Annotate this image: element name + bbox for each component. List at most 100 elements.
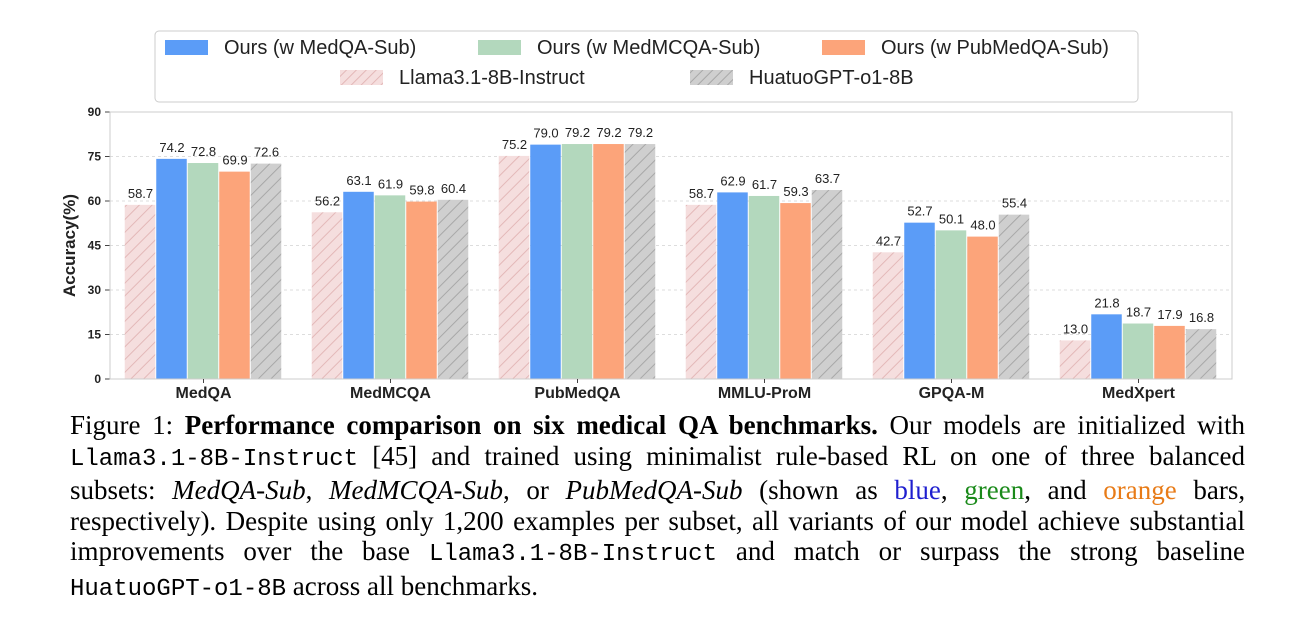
- y-tick-label: 45: [88, 239, 102, 253]
- bar-value-label: 60.4: [441, 181, 466, 196]
- bar-medmcqa-series-2: [374, 195, 406, 379]
- caption-text-1: Our models are initialized with: [889, 410, 1246, 440]
- bar-value-label: 13.0: [1063, 321, 1088, 336]
- bar-medmcqa-series-0: [311, 212, 343, 379]
- bar-value-label: 18.7: [1126, 305, 1151, 320]
- caption-model-llama: Llama3.1-8B-Instruct: [70, 445, 359, 473]
- legend-label: Ours (w MedMCQA-Sub): [537, 37, 760, 59]
- legend-box: [154, 30, 1139, 103]
- bar-medxpert-series-3: [1154, 325, 1185, 379]
- bar-mmlu-prom-series-4: [811, 190, 843, 379]
- bar-medxpert-series-0: [1059, 340, 1091, 379]
- legend-swatch: [165, 40, 208, 55]
- caption-figure-label: Figure 1:: [70, 410, 174, 440]
- bar-value-label: 61.9: [378, 176, 403, 191]
- bar-medmcqa-series-4: [437, 199, 469, 379]
- caption-title: Performance comparison on six medical QA…: [184, 410, 878, 440]
- x-tick-label: MedMCQA: [350, 385, 431, 402]
- x-tick-label: MedXpert: [1102, 385, 1176, 402]
- bar-medmcqa-series-1: [343, 191, 374, 379]
- bar-gpqa-m-series-4: [998, 214, 1030, 379]
- caption-subset-medqa: MedQA-Sub: [172, 475, 306, 505]
- caption-model-llama-2: Llama3.1-8B-Instruct: [428, 541, 717, 568]
- bar-medqa-series-0: [124, 204, 156, 379]
- bar-value-label: 75.2: [502, 137, 527, 152]
- bar-value-label: 79.2: [565, 125, 590, 140]
- y-tick-label: 60: [88, 194, 102, 208]
- bar-mmlu-prom-series-1: [717, 192, 748, 379]
- bar-gpqa-m-series-2: [935, 230, 967, 379]
- bar-value-label: 79.0: [533, 126, 558, 141]
- bar-pubmedqa-series-1: [530, 144, 561, 379]
- legend-swatch: [822, 40, 865, 55]
- bar-value-label: 42.7: [876, 233, 901, 248]
- x-tick-label: MedQA: [176, 385, 232, 402]
- legend-label: Ours (w MedQA-Sub): [224, 37, 416, 59]
- y-axis-label: Accuracy(%): [60, 194, 79, 297]
- bar-value-label: 63.1: [346, 173, 371, 188]
- bar-value-label: 63.7: [815, 171, 840, 186]
- bar-pubmedqa-series-2: [561, 144, 593, 379]
- bar-value-label: 61.7: [752, 177, 777, 192]
- bar-value-label: 16.8: [1189, 310, 1214, 325]
- bar-medxpert-series-1: [1091, 314, 1122, 379]
- caption-color-orange: orange: [1103, 475, 1177, 505]
- bar-mmlu-prom-series-0: [685, 204, 717, 379]
- caption-text-6: ,: [940, 475, 948, 505]
- bar-pubmedqa-series-3: [593, 144, 624, 379]
- bar-gpqa-m-series-1: [904, 222, 935, 379]
- bar-gpqa-m-series-3: [967, 236, 998, 379]
- chart: 58.7 74.2 72.8 69.9 72.6 56.2 63.1 61.9 59.8 60.4…: [60, 30, 1233, 402]
- bar-value-label: 62.9: [720, 173, 745, 188]
- bar-medmcqa-series-3: [406, 201, 437, 379]
- x-tick-label: MMLU-ProM: [718, 385, 811, 402]
- caption-text-9: and match or surpass the strong baseline: [735, 536, 1246, 566]
- x-tick-label: PubMedQA: [534, 385, 621, 402]
- caption-subset-medmcqa: MedMCQA-Sub: [329, 475, 503, 505]
- bar-value-label: 74.2: [159, 140, 184, 155]
- caption-text-2: [45] and trained using minimalist rule-b…: [70, 440, 1245, 506]
- legend-swatch: [478, 40, 521, 55]
- bar-pubmedqa-series-4: [624, 144, 656, 379]
- caption-text-10: across all benchmarks.: [292, 570, 538, 601]
- bar-value-label: 72.6: [254, 145, 279, 160]
- legend-label: HuatuoGPT-o1-8B: [749, 67, 914, 89]
- bar-medxpert-series-2: [1122, 323, 1154, 379]
- bar-value-label: 52.7: [907, 204, 932, 219]
- legend-swatch: [690, 70, 733, 85]
- y-tick-label: 75: [88, 150, 102, 164]
- bar-medxpert-series-4: [1185, 329, 1217, 379]
- bar-medqa-series-2: [187, 163, 219, 379]
- bar-value-label: 69.9: [222, 153, 247, 168]
- bar-value-label: 50.1: [939, 211, 964, 226]
- caption-text-7: , and: [1024, 475, 1087, 505]
- bar-pubmedqa-series-0: [498, 155, 530, 379]
- caption-text-8: bars, respectively). Despite using only …: [70, 475, 1246, 566]
- caption-color-blue: blue: [894, 475, 941, 505]
- bar-value-label: 56.2: [315, 193, 340, 208]
- caption-text-3: ,: [305, 475, 313, 505]
- bar-medqa-series-3: [219, 171, 250, 379]
- bar-value-label: 58.7: [128, 186, 153, 201]
- bar-medqa-series-4: [250, 163, 282, 379]
- y-tick-label: 15: [88, 328, 102, 342]
- y-tick-label: 90: [88, 105, 102, 119]
- bar-value-label: 79.2: [628, 125, 653, 140]
- caption-text-5: (shown as: [759, 475, 878, 505]
- bar-value-label: 48.0: [970, 218, 995, 233]
- legend-swatch: [340, 70, 383, 85]
- bar-value-label: 79.2: [596, 125, 621, 140]
- caption-subset-pubmedqa: PubMedQA-Sub: [565, 475, 743, 505]
- bar-value-label: 58.7: [689, 186, 714, 201]
- y-tick-label: 30: [88, 283, 102, 297]
- figure-caption: Figure 1: Performance comparison on six …: [70, 410, 1245, 605]
- axes: 0 15 30 45 60 75 90 Accuracy(%) MedQA MedMCQA PubM…: [60, 105, 1233, 402]
- caption-text-4: , or: [502, 475, 549, 505]
- bar-value-label: 55.4: [1002, 196, 1027, 211]
- caption-model-huatuo: HuatuoGPT-o1-8B: [70, 575, 287, 603]
- plot-frame: [109, 111, 1233, 380]
- legend: Ours (w MedQA-Sub) Ours (w MedMCQA-Sub) Ou…: [154, 30, 1139, 103]
- bar-chart-svg: 58.7 74.2 72.8 69.9 72.6 56.2 63.1 61.9 59.8 60.4…: [60, 30, 1233, 402]
- bar-mmlu-prom-series-2: [748, 195, 780, 379]
- caption-color-green: green: [964, 475, 1025, 505]
